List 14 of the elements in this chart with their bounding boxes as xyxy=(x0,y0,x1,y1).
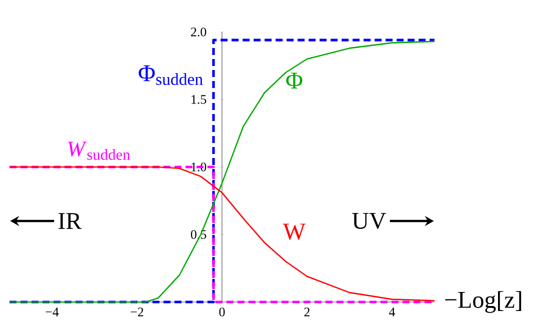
x-tick-label: 0 xyxy=(219,308,225,316)
series-label: Φ xyxy=(286,72,302,88)
x-tick-label: −2 xyxy=(130,308,144,316)
annotation: IR xyxy=(58,213,82,229)
x-tick-label: −4 xyxy=(46,308,59,316)
series-label: W$_{sudden}$ xyxy=(68,142,130,160)
y-tick-label: 2.0 xyxy=(191,28,206,36)
x-tick-label: 4 xyxy=(389,308,396,316)
x-axis-title: −Log[z] xyxy=(445,291,522,313)
series-label: Φ$_{sudden}$ xyxy=(138,65,203,85)
annotation: UV xyxy=(352,212,386,230)
x-tick-label: 2 xyxy=(304,308,310,316)
series-label: W xyxy=(282,224,306,240)
y-tick-label: 1.5 xyxy=(192,95,206,104)
